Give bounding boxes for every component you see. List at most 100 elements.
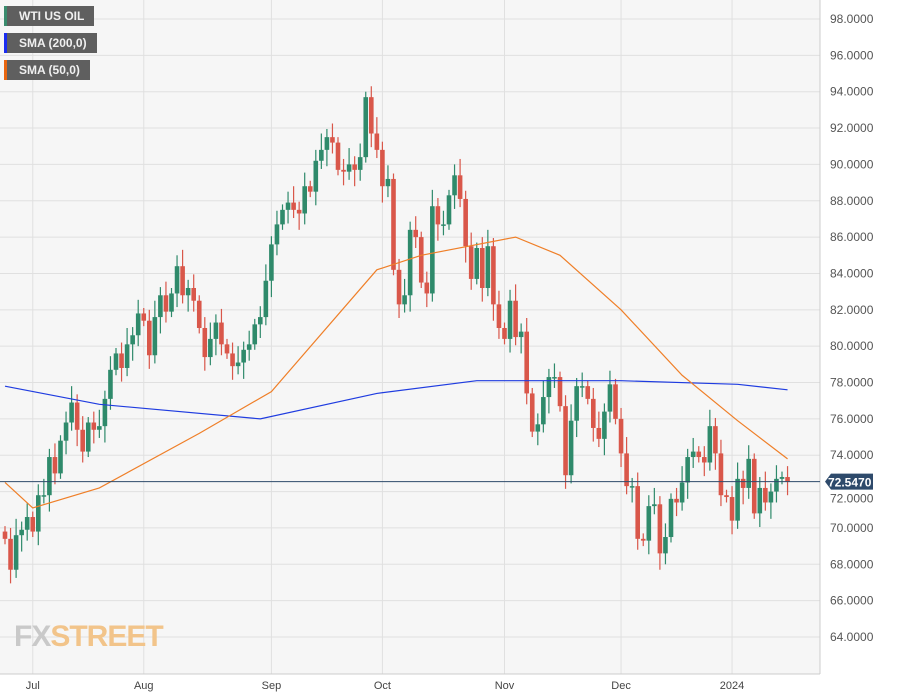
y-tick-label: 84.0000 bbox=[830, 266, 874, 280]
candle-body bbox=[235, 362, 241, 367]
candle-body bbox=[502, 327, 507, 339]
candle-body bbox=[108, 369, 113, 399]
candle-body bbox=[208, 338, 213, 358]
candle-body bbox=[591, 398, 596, 428]
candle-body bbox=[24, 517, 30, 530]
candle-body bbox=[274, 224, 280, 245]
candle-body bbox=[763, 487, 768, 503]
legend-sma50: SMA (50,0) bbox=[4, 60, 90, 80]
candle-body bbox=[252, 324, 258, 345]
candle-body bbox=[657, 504, 663, 554]
candle-body bbox=[696, 451, 702, 458]
candle-body bbox=[352, 164, 357, 170]
candle-body bbox=[435, 206, 441, 225]
candle-body bbox=[385, 178, 391, 187]
candle-body bbox=[779, 477, 785, 479]
candle-body bbox=[241, 349, 246, 363]
candle-body bbox=[191, 288, 196, 301]
candle-body bbox=[313, 160, 319, 192]
candle-body bbox=[463, 198, 468, 247]
candle-body bbox=[2, 531, 8, 539]
candle-body bbox=[729, 497, 735, 521]
candle-body bbox=[357, 157, 363, 170]
candle-body bbox=[330, 137, 335, 143]
x-tick-label: Jul bbox=[26, 680, 40, 692]
candle-body bbox=[529, 393, 535, 432]
candle-body bbox=[713, 426, 718, 454]
candle-body bbox=[391, 178, 396, 270]
candle-body bbox=[185, 288, 191, 296]
candle-body bbox=[718, 453, 724, 496]
candle-body bbox=[685, 457, 690, 483]
candle-body bbox=[213, 322, 219, 339]
legend-sma200: SMA (200,0) bbox=[4, 33, 97, 53]
candle-body bbox=[768, 491, 774, 503]
y-tick-label: 92.0000 bbox=[830, 121, 874, 135]
candle-body bbox=[557, 377, 563, 407]
candle-body bbox=[563, 406, 568, 476]
plot-area bbox=[0, 0, 820, 674]
x-tick-label: Aug bbox=[134, 680, 154, 692]
candle-body bbox=[418, 237, 424, 283]
candle-body bbox=[224, 344, 230, 354]
fxstreet-watermark: FXSTREET bbox=[14, 620, 164, 653]
candle-body bbox=[740, 478, 746, 488]
y-tick-label: 72.0000 bbox=[830, 492, 874, 506]
candle-body bbox=[430, 206, 435, 294]
candle-body bbox=[624, 453, 629, 487]
sma50-line bbox=[4, 236, 788, 509]
candle-body bbox=[474, 248, 480, 279]
candle-body bbox=[407, 229, 413, 296]
candle-body bbox=[263, 280, 269, 318]
candle-body bbox=[346, 164, 352, 172]
candle-body bbox=[369, 97, 374, 134]
candle-body bbox=[269, 244, 274, 281]
x-tick-label: Sep bbox=[262, 680, 282, 692]
y-tick-label: 90.0000 bbox=[830, 157, 874, 171]
y-tick-label: 80.0000 bbox=[830, 339, 874, 353]
x-tick-label: Nov bbox=[495, 680, 515, 692]
candle-body bbox=[668, 498, 674, 538]
candle-body bbox=[596, 427, 602, 439]
y-tick-label: 78.0000 bbox=[830, 376, 874, 390]
candle-body bbox=[663, 537, 668, 554]
candle-body bbox=[446, 195, 452, 225]
candle-body bbox=[380, 149, 385, 187]
candle-body bbox=[36, 495, 41, 532]
candle-body bbox=[169, 293, 174, 312]
sma200-line bbox=[4, 380, 788, 420]
candle-body bbox=[480, 248, 485, 289]
candle-body bbox=[607, 384, 613, 412]
candle-body bbox=[468, 246, 474, 279]
y-tick-label: 82.0000 bbox=[830, 303, 874, 317]
candle-body bbox=[124, 344, 130, 368]
candle-body bbox=[196, 300, 202, 328]
candle-body bbox=[491, 246, 496, 305]
candle-body bbox=[13, 535, 19, 570]
candle-body bbox=[518, 331, 524, 338]
candle-body bbox=[724, 495, 729, 498]
y-tick-label: 66.0000 bbox=[830, 594, 874, 608]
candle-body bbox=[735, 478, 740, 521]
candle-body bbox=[707, 426, 713, 463]
y-tick-label: 74.0000 bbox=[830, 448, 874, 462]
y-tick-label: 64.0000 bbox=[830, 630, 874, 644]
candle-body bbox=[135, 313, 141, 336]
candle-body bbox=[485, 246, 491, 289]
candle-body bbox=[158, 295, 163, 318]
candle-body bbox=[774, 478, 779, 492]
candle-body bbox=[174, 266, 180, 294]
candle-body bbox=[296, 209, 302, 214]
y-tick-label: 86.0000 bbox=[830, 230, 874, 244]
candle-body bbox=[441, 224, 446, 226]
candle-body bbox=[102, 398, 108, 427]
candle-body bbox=[552, 377, 557, 379]
candle-body bbox=[30, 517, 36, 532]
candle-body bbox=[147, 320, 152, 356]
candle-body bbox=[152, 317, 158, 356]
candle-body bbox=[751, 458, 757, 514]
candle-body bbox=[341, 169, 346, 172]
candle-body bbox=[258, 317, 263, 325]
